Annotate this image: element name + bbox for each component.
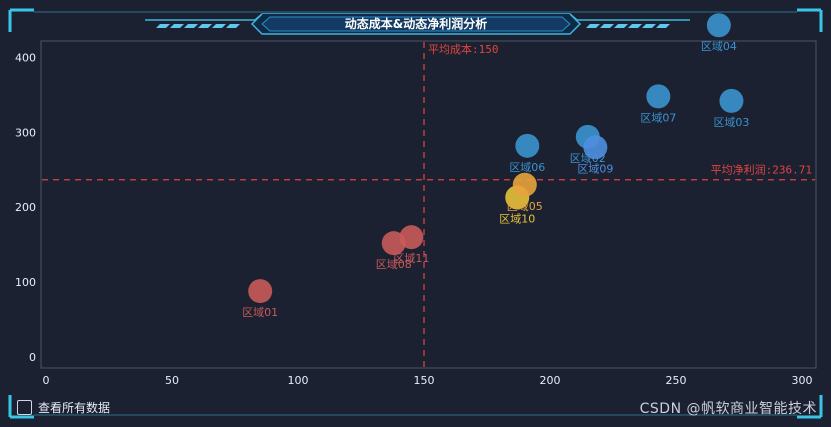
y-tick-label: 100 <box>15 276 36 289</box>
mark-lines: 平均成本:150 平均净利润:236.71 <box>42 42 815 367</box>
title-deco-right <box>586 24 670 28</box>
point-label: 区域08 <box>376 258 412 271</box>
mark-line-avg-profit-label: 平均净利润:236.71 <box>711 163 812 177</box>
mark-line-avg-cost-label: 平均成本:150 <box>428 42 499 56</box>
scatter-point[interactable] <box>512 172 537 197</box>
chart-title: 动态成本&动态净利润分析 <box>345 16 487 31</box>
outer-frame <box>8 8 823 419</box>
watermark: CSDN @帆软商业智能技术 <box>639 401 817 417</box>
x-tick-label: 100 <box>288 374 309 387</box>
y-tick-label: 0 <box>29 351 36 364</box>
point-label: 区域06 <box>509 161 545 174</box>
x-tick-label: 0 <box>43 374 50 387</box>
scatter-point[interactable] <box>583 135 608 160</box>
title-deco-left <box>156 24 240 28</box>
show-all-data-label: 查看所有数据 <box>38 401 111 415</box>
scatter-point[interactable] <box>706 13 731 38</box>
x-tick-label: 250 <box>666 374 687 387</box>
y-tick-label: 300 <box>15 126 36 139</box>
x-tick-label: 150 <box>414 374 435 387</box>
y-tick-label: 200 <box>15 201 36 214</box>
scatter-point[interactable] <box>515 133 540 158</box>
plot-area <box>40 40 817 369</box>
checkbox-box[interactable] <box>17 400 32 415</box>
x-tick-label: 300 <box>792 374 813 387</box>
scatter-point[interactable] <box>646 84 671 109</box>
point-label: 区域09 <box>577 162 613 175</box>
x-tick-label: 50 <box>165 374 179 387</box>
point-label: 区域05 <box>507 200 543 213</box>
point-label: 区域03 <box>713 116 749 129</box>
point-label: 区域10 <box>499 212 535 225</box>
scatter-point[interactable] <box>248 279 273 304</box>
point-label: 区域07 <box>640 111 676 124</box>
y-tick-label: 400 <box>15 51 36 64</box>
point-label: 区域01 <box>242 306 278 319</box>
scatter-point[interactable] <box>399 225 424 250</box>
axes: 0 50 100 150 200 250 300 0 100 200 300 400 <box>15 51 813 387</box>
x-tick-label: 200 <box>540 374 561 387</box>
point-label: 区域04 <box>701 40 737 53</box>
scatter-point[interactable] <box>719 88 744 113</box>
point-label: 区域11 <box>393 252 429 265</box>
title-banner: 动态成本&动态净利润分析 <box>145 13 690 35</box>
show-all-data-checkbox[interactable]: 查看所有数据 <box>17 399 110 416</box>
